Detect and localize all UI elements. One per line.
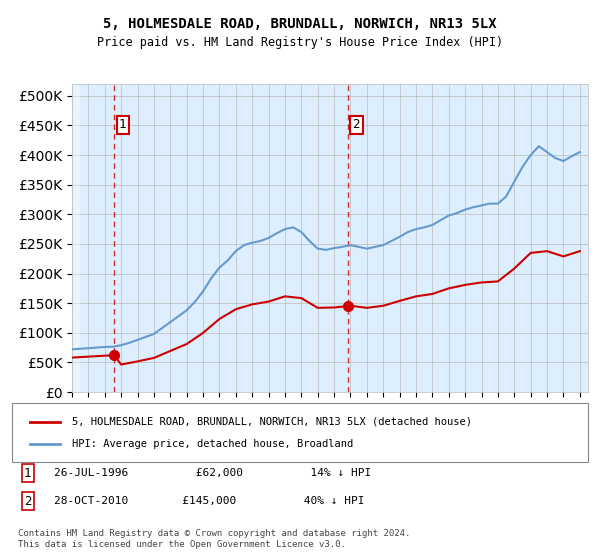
Text: 5, HOLMESDALE ROAD, BRUNDALL, NORWICH, NR13 5LX (detached house): 5, HOLMESDALE ROAD, BRUNDALL, NORWICH, N…	[72, 417, 472, 427]
Text: Price paid vs. HM Land Registry's House Price Index (HPI): Price paid vs. HM Land Registry's House …	[97, 36, 503, 49]
Text: 2: 2	[353, 118, 360, 132]
Text: 1: 1	[24, 466, 32, 480]
Text: 28-OCT-2010        £145,000          40% ↓ HPI: 28-OCT-2010 £145,000 40% ↓ HPI	[54, 496, 365, 506]
Text: 2: 2	[24, 494, 32, 508]
Text: HPI: Average price, detached house, Broadland: HPI: Average price, detached house, Broa…	[72, 439, 353, 449]
Text: 26-JUL-1996          £62,000          14% ↓ HPI: 26-JUL-1996 £62,000 14% ↓ HPI	[54, 468, 371, 478]
Text: 5, HOLMESDALE ROAD, BRUNDALL, NORWICH, NR13 5LX: 5, HOLMESDALE ROAD, BRUNDALL, NORWICH, N…	[103, 17, 497, 31]
Bar	[72, 84, 80, 392]
Text: Contains HM Land Registry data © Crown copyright and database right 2024.
This d: Contains HM Land Registry data © Crown c…	[18, 529, 410, 549]
Text: 1: 1	[119, 118, 127, 132]
